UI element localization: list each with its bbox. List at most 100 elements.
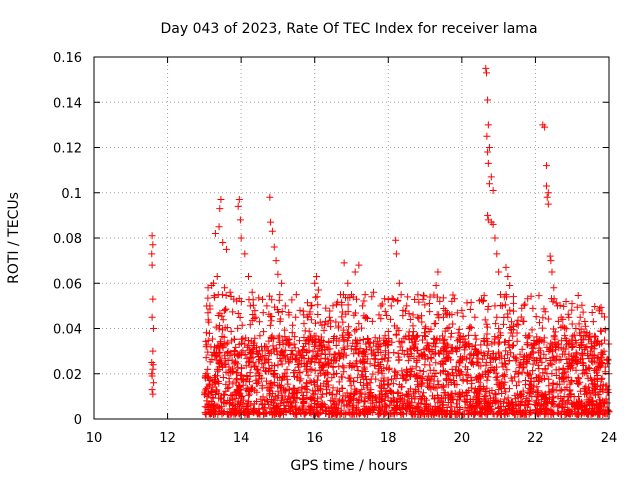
data-point (483, 399, 491, 407)
data-point (597, 382, 605, 390)
data-point (241, 410, 249, 418)
data-point (226, 398, 234, 406)
data-point (351, 385, 359, 393)
data-point (213, 367, 221, 375)
data-point (148, 261, 156, 269)
data-point (400, 334, 408, 342)
data-point (303, 313, 311, 321)
data-point (384, 340, 392, 348)
data-point (568, 344, 576, 352)
data-point (285, 386, 293, 394)
x-tick-label: 16 (306, 431, 323, 446)
data-point (597, 355, 605, 363)
data-point (243, 354, 251, 362)
data-point (560, 345, 568, 353)
data-point (529, 360, 537, 368)
data-point (289, 384, 297, 392)
data-point (224, 339, 232, 347)
data-point (471, 331, 479, 339)
data-point (391, 367, 399, 375)
data-point (300, 345, 308, 353)
data-point (270, 243, 278, 251)
data-point (420, 329, 428, 337)
data-point (554, 403, 562, 411)
data-point (302, 367, 310, 375)
data-point (234, 310, 242, 318)
data-point (580, 332, 588, 340)
data-point (448, 344, 456, 352)
data-point (490, 367, 498, 375)
data-point (548, 393, 556, 401)
data-point (525, 397, 533, 405)
data-point (565, 396, 573, 404)
data-point (288, 346, 296, 354)
data-point (236, 216, 244, 224)
data-point (587, 347, 595, 355)
data-point (149, 347, 157, 355)
data-point (212, 323, 220, 331)
data-point (377, 302, 385, 310)
data-point (148, 232, 156, 240)
data-point (306, 365, 314, 373)
data-point (572, 366, 580, 374)
data-point (215, 379, 223, 387)
data-point (351, 346, 359, 354)
data-point (251, 307, 259, 315)
data-point (380, 381, 388, 389)
data-point (317, 350, 325, 358)
data-point (263, 302, 271, 310)
data-point (222, 292, 230, 300)
data-point (322, 370, 330, 378)
data-point (503, 399, 511, 407)
data-point (204, 294, 212, 302)
data-point (484, 211, 492, 219)
data-points (148, 64, 613, 418)
data-point (420, 400, 428, 408)
data-point (412, 363, 420, 371)
data-point (550, 325, 558, 333)
data-point (278, 374, 286, 382)
data-point (430, 350, 438, 358)
data-point (235, 196, 243, 204)
data-point (236, 410, 244, 418)
data-point (465, 325, 473, 332)
data-point (581, 318, 589, 326)
data-point (392, 330, 400, 338)
data-point (511, 395, 519, 403)
data-point (510, 352, 518, 360)
data-point (462, 370, 470, 378)
data-point (509, 322, 517, 330)
data-point (313, 272, 321, 280)
data-point (332, 318, 340, 326)
data-point (546, 252, 554, 260)
data-point (588, 357, 596, 365)
data-point (280, 401, 288, 409)
data-point (292, 291, 300, 299)
data-point (401, 396, 409, 404)
data-point (202, 410, 210, 418)
data-point (268, 410, 276, 418)
data-point (294, 363, 302, 371)
data-point (462, 389, 470, 397)
data-point (439, 401, 447, 409)
y-tick-label: 0.02 (53, 368, 82, 383)
data-point (529, 354, 537, 362)
data-point (384, 380, 392, 388)
data-point (354, 374, 362, 382)
data-point (268, 334, 276, 342)
data-point (252, 313, 260, 321)
data-point (418, 312, 426, 320)
data-point (250, 400, 258, 408)
data-point (515, 378, 523, 386)
data-point (603, 355, 611, 363)
data-point (388, 406, 396, 414)
data-point (314, 310, 322, 318)
data-point (512, 357, 520, 365)
data-point (564, 339, 572, 347)
data-point (430, 335, 438, 343)
data-point (573, 303, 581, 311)
x-tick-label: 18 (380, 431, 397, 446)
data-point (527, 292, 535, 300)
data-point (438, 332, 446, 340)
data-point (210, 279, 218, 287)
